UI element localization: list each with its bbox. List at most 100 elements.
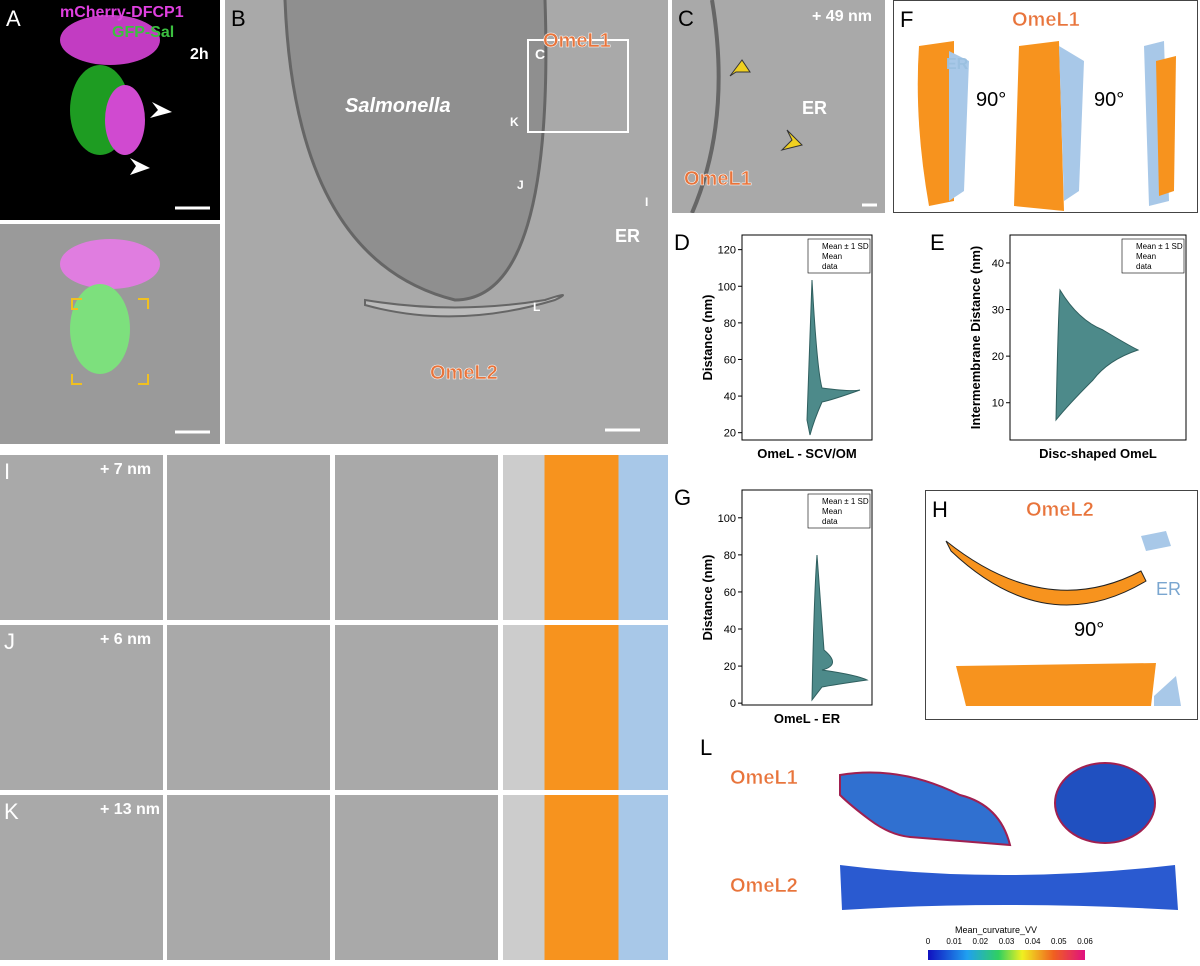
panel-letter: G [674, 485, 691, 510]
blob [60, 239, 160, 289]
legend-entry: data [822, 262, 838, 271]
tomogram-tile [167, 795, 330, 960]
panel-letter: E [930, 230, 945, 255]
membrane [690, 0, 721, 214]
render-shapes [945, 531, 1181, 706]
legend-entry: Mean ± 1 SD [1136, 242, 1183, 251]
er-surface [1059, 46, 1084, 201]
legend-box [807, 238, 871, 274]
arrowhead [780, 129, 803, 151]
rotation-label: 90° [1094, 89, 1125, 111]
panel-title: OmeL2 [1026, 499, 1094, 522]
organism-label: Salmonella [345, 95, 451, 117]
violin-chart: E 10 20 30 40 Intermembrane Distance (nm) Disc… [930, 230, 1187, 461]
er-surface [1141, 531, 1171, 551]
rotation-label: 90° [1074, 619, 1105, 641]
panel-letter: C [678, 6, 694, 31]
time-label: 2h [190, 46, 209, 63]
colorbar-tick-label: 0 [925, 937, 931, 946]
plot-frame [741, 234, 873, 441]
panel-letter: B [231, 6, 246, 31]
surface [945, 540, 1147, 606]
legend-entry: Mean [822, 252, 842, 261]
panel-letter: L [700, 735, 713, 760]
y-axis-label: Distance (nm) [700, 295, 715, 381]
plot-frame [1009, 234, 1187, 441]
y-tick-label: 40 [724, 391, 736, 403]
y-tick-label: 40 [992, 258, 1004, 270]
tomo-shapes [283, 0, 640, 432]
render-tile [503, 455, 668, 620]
y-tick-label: 20 [992, 351, 1004, 363]
arrowhead [130, 158, 150, 175]
render-panel: H OmeL2 ER 90° [925, 490, 1198, 720]
er-label: ER [802, 98, 828, 118]
y-axis-label: Distance (nm) [700, 555, 715, 641]
structure-label: OmeL1 [543, 30, 611, 53]
row-label: OmeL2 [730, 875, 798, 898]
y-tick-label: 100 [718, 281, 736, 293]
blob [105, 85, 145, 155]
tomogram-tile [0, 455, 163, 620]
colorbar-tick-label: 0.05 [1051, 937, 1067, 946]
violin [1055, 288, 1140, 422]
er-surface [1154, 676, 1181, 706]
legend-entry: Mean ± 1 SD [822, 497, 869, 506]
legend-entry: Mean [822, 507, 842, 516]
surface [956, 663, 1156, 706]
blob [60, 15, 160, 65]
render-panel: F OmeL1 ER 90° 90° [893, 0, 1198, 213]
y-axis-label: Intermembrane Distance (nm) [968, 246, 983, 430]
surface [1054, 762, 1156, 844]
colorbar [928, 950, 1085, 960]
panel-letter: F [900, 7, 914, 32]
curvature-shapes [839, 762, 1178, 960]
panel-letter: A [6, 6, 21, 31]
bacterium [283, 0, 548, 302]
tomogram-tile [335, 795, 498, 960]
rotation-label: 90° [976, 89, 1007, 111]
legend-entry: data [1136, 262, 1152, 271]
structure-label: OmeL2 [430, 362, 498, 385]
tomogram-tile [167, 625, 330, 790]
render-tile [503, 625, 668, 790]
er-label: ER [615, 226, 641, 246]
violin-chart: G 0 20 40 60 80 100 Distance (nm) OmeL - ER Mean … [674, 485, 873, 725]
tomogram-tile [335, 625, 498, 790]
y-tick-label: 100 [718, 513, 736, 525]
y-tick-label: 10 [992, 398, 1004, 410]
legend-entry: Mean ± 1 SD [822, 242, 869, 251]
y-tick-label: 120 [718, 245, 736, 257]
surface [917, 41, 954, 206]
depth-label: + 6 nm [100, 631, 152, 648]
y-tick-label: 80 [724, 550, 736, 562]
channel-label: GFP-Sal [112, 24, 175, 41]
y-tick-label: 30 [992, 305, 1004, 317]
colorbar-tick-label: 0.02 [972, 937, 989, 946]
y-tick-label: 20 [724, 661, 736, 673]
row-label: OmeL1 [730, 767, 798, 790]
y-tick-label: 40 [724, 624, 736, 636]
render-tile [503, 795, 668, 960]
y-tick-label: 60 [724, 354, 736, 366]
legend-box [807, 493, 871, 529]
tomogram-tile [167, 455, 330, 620]
overlay-shapes [60, 239, 210, 434]
tomogram-tile [335, 455, 498, 620]
panel-letter: J [4, 629, 15, 654]
arrowhead [150, 102, 172, 118]
violin-chart: D 20 40 60 80 100 120 Distance (nm) OmeL - SCV/O… [674, 230, 873, 461]
roi-corners [71, 298, 149, 385]
violin [806, 279, 861, 436]
depth-label: + 49 nm [812, 8, 873, 25]
y-tick-label: 0 [730, 698, 736, 710]
box-label: J [517, 178, 524, 192]
panel-title: OmeL1 [1012, 9, 1080, 32]
surface [1014, 41, 1064, 211]
x-axis-label: OmeL - ER [774, 711, 841, 725]
legend-box [1121, 238, 1185, 274]
er-surface [949, 51, 969, 201]
box-label: K [510, 115, 519, 129]
tomogram-tile [0, 795, 163, 960]
